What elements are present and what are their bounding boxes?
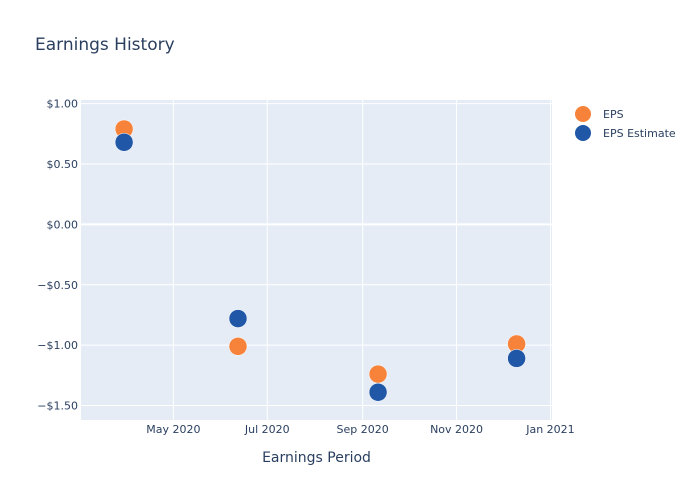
eps-estimate-point[interactable]: [507, 349, 526, 368]
x-tick-label: Sep 2020: [337, 423, 389, 436]
y-tick-label: $0.50: [47, 158, 79, 171]
plot-area: [81, 100, 552, 420]
eps-point[interactable]: [228, 337, 248, 356]
data-points[interactable]: [114, 119, 526, 402]
legend-label: EPS: [603, 108, 624, 121]
chart-title: Earnings History: [35, 35, 175, 55]
eps-point[interactable]: [368, 364, 388, 384]
legend-label: EPS Estimate: [603, 127, 676, 140]
x-tick-label: May 2020: [146, 423, 200, 436]
legend-item-eps-estimate[interactable]: EPS Estimate: [575, 125, 676, 141]
eps-estimate-point[interactable]: [228, 309, 248, 328]
y-tick-label: −$1.00: [37, 339, 78, 352]
y-tick-label: −$1.50: [37, 400, 78, 413]
eps-estimate-point[interactable]: [114, 133, 134, 152]
legend[interactable]: EPS EPS Estimate: [575, 106, 676, 141]
x-tick-label: Jan 2021: [525, 423, 574, 436]
x-axis-label: Earnings Period: [262, 450, 371, 466]
y-axis-tick-labels: $1.00 $0.50 $0.00 −$0.50 −$1.00 −$1.50: [37, 98, 78, 413]
y-tick-label: $0.00: [47, 218, 79, 231]
eps-estimate-point[interactable]: [368, 382, 388, 402]
x-tick-label: Nov 2020: [430, 423, 483, 436]
y-tick-label: $1.00: [47, 98, 79, 111]
y-tick-label: −$0.50: [37, 279, 78, 292]
x-axis-tick-labels: May 2020 Jul 2020 Sep 2020 Nov 2020 Jan 2021: [146, 423, 574, 436]
grid-lines: [81, 100, 552, 420]
legend-item-eps[interactable]: EPS: [575, 106, 624, 122]
x-tick-label: Jul 2020: [244, 423, 290, 436]
legend-marker: [575, 106, 591, 122]
legend-marker: [575, 125, 591, 141]
